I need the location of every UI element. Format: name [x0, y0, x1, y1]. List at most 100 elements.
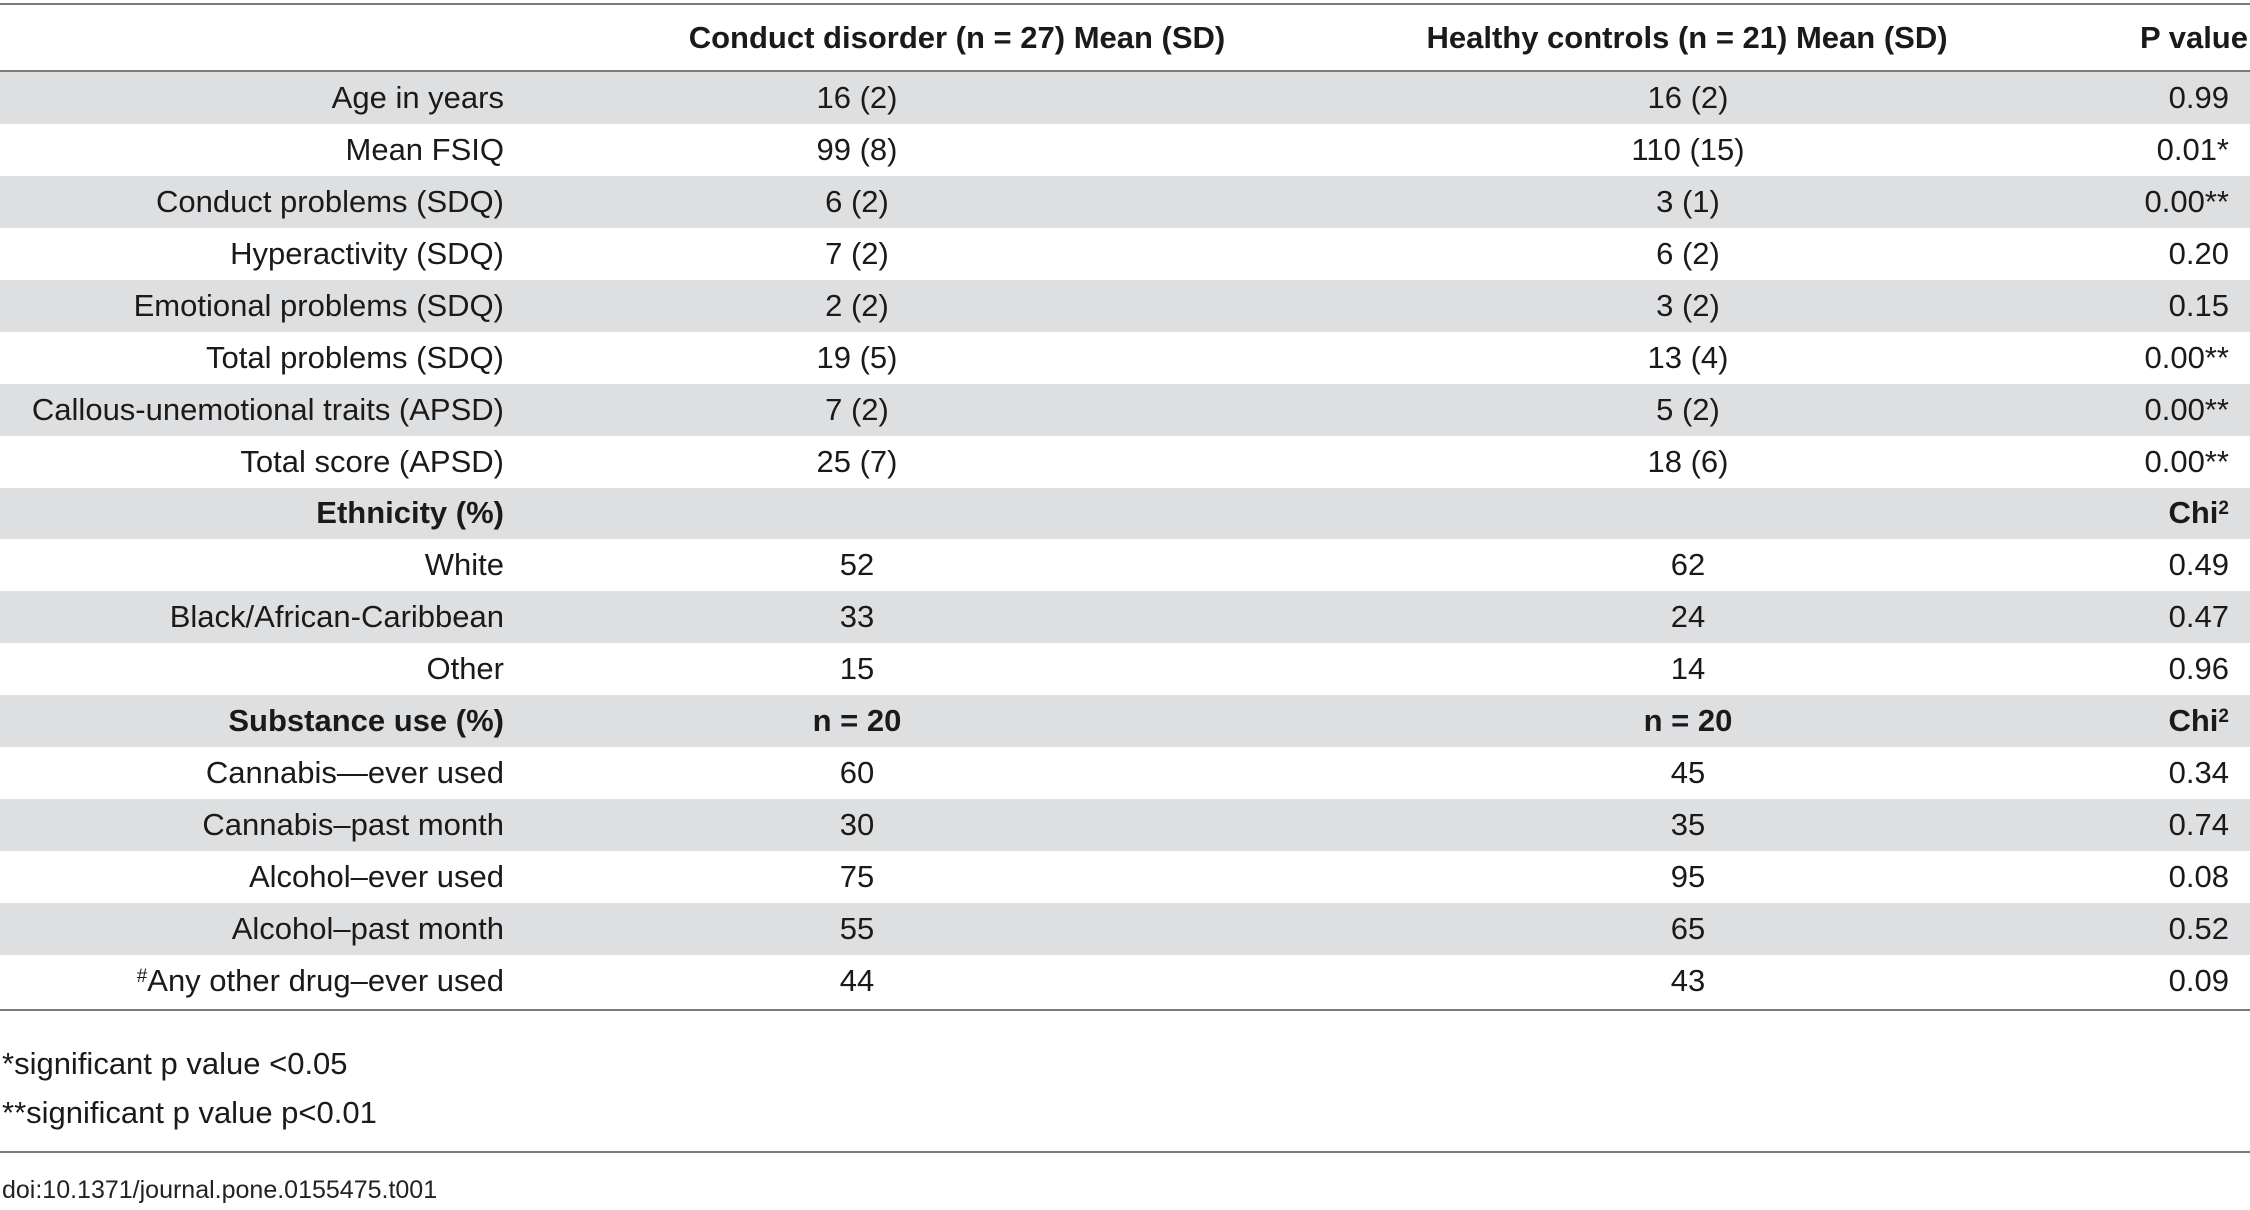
row-label: White — [425, 539, 504, 591]
cell-healthy-controls: 110 (15) — [1631, 131, 1745, 167]
cell-p-value: 0.52 — [2169, 903, 2229, 955]
cell-p-value: 0.99 — [2169, 72, 2229, 124]
row-label-text: Alcohol–past month — [231, 910, 504, 946]
cell-healthy-controls: 6 (2) — [1656, 235, 1720, 271]
cell-conduct-disorder: 75 — [839, 859, 875, 895]
cell-p-value: 0.49 — [2169, 539, 2229, 591]
row-label-text: Any other drug–ever used — [147, 962, 504, 998]
row-label: Cannabis—ever used — [206, 747, 504, 799]
row-label: Alcohol–ever used — [249, 851, 504, 903]
cell-p-value: 0.20 — [2169, 228, 2229, 280]
cell-healthy-controls: 62 — [1670, 547, 1706, 583]
table-row: Conduct problems (SDQ) 6 (2) 3 (1) 0.00** — [0, 175, 2250, 228]
cell-p-value: 0.00** — [2145, 384, 2229, 436]
row-label: Other — [426, 643, 504, 695]
cell-conduct-disorder: 25 (7) — [816, 443, 898, 479]
table-top-rule — [0, 3, 2250, 5]
table-row: White 52 62 0.49 — [0, 539, 2250, 591]
row-label-text: Cannabis–past month — [202, 807, 504, 843]
p-value-text: 0.00** — [2144, 339, 2229, 375]
row-label: Conduct problems (SDQ) — [156, 176, 504, 228]
cell-p-value: 0.74 — [2169, 799, 2229, 851]
cell-conduct-disorder: 55 — [839, 910, 875, 946]
p-value-text: Chi — [2168, 495, 2219, 531]
cell-conduct-disorder: 52 — [839, 547, 875, 583]
row-label-text: Total problems (SDQ) — [205, 339, 504, 375]
cell-conduct-disorder: 44 — [839, 962, 875, 998]
row-label: Total problems (SDQ) — [206, 332, 504, 384]
row-label-text: Emotional problems (SDQ) — [133, 287, 504, 323]
header-p-value: P value — [2139, 19, 2248, 55]
p-value-text: 0.08 — [2168, 859, 2229, 895]
cell-healthy-controls: 13 (4) — [1647, 339, 1729, 375]
cell-healthy-controls: n = 20 — [1643, 703, 1733, 739]
cell-conduct-disorder: n = 20 — [812, 703, 902, 739]
cell-p-value: 0.47 — [2169, 591, 2229, 643]
row-label-text: Black/African-Caribbean — [169, 599, 504, 635]
table-row: Alcohol–ever used 75 95 0.08 — [0, 851, 2250, 903]
cell-p-value: 0.09 — [2169, 955, 2229, 1007]
p-value-text: 0.99 — [2168, 79, 2229, 115]
p-value-text: 0.49 — [2168, 547, 2229, 583]
cell-p-value: 0.15 — [2169, 280, 2229, 332]
cell-healthy-controls — [1588, 488, 1788, 540]
doi-text: doi:10.1371/journal.pone.0155475.t001 — [2, 1176, 438, 1204]
cell-healthy-controls: 95 — [1670, 859, 1706, 895]
footnote-significant-001: **significant p value p<0.01 — [2, 1095, 377, 1130]
cell-healthy-controls: 35 — [1670, 807, 1706, 843]
row-label-text: Callous-unemotional traits (APSD) — [31, 391, 504, 427]
table-row: Hyperactivity (SDQ) 7 (2) 6 (2) 0.20 — [0, 228, 2250, 280]
p-value-text: 0.09 — [2168, 962, 2229, 998]
row-label: Hyperactivity (SDQ) — [230, 228, 504, 280]
table-row: Callous-unemotional traits (APSD) 7 (2) 5 … — [0, 383, 2250, 436]
cell-conduct-disorder: 33 — [839, 599, 875, 635]
p-value-text: 0.00** — [2144, 391, 2229, 427]
cell-p-value: 0.08 — [2169, 851, 2229, 903]
row-label-text: Cannabis—ever used — [205, 755, 504, 791]
cell-p-value: 0.00** — [2145, 176, 2229, 228]
p-value-superscript: 2 — [2218, 706, 2229, 728]
table-row: Total problems (SDQ) 19 (5) 13 (4) 0.00** — [0, 332, 2250, 384]
cell-conduct-disorder: 7 (2) — [825, 235, 889, 271]
cell-p-value: Chi 2 — [2168, 488, 2229, 540]
row-label: Total score (APSD) — [240, 436, 504, 488]
table-body: Age in years 16 (2) 16 (2) 0.99 Mean FSIQ 99 … — [0, 72, 2250, 1007]
table-row: Mean FSIQ 99 (8) 110 (15) 0.01* — [0, 124, 2250, 176]
cell-conduct-disorder: 19 (5) — [816, 339, 898, 375]
table-row: Black/African-Caribbean 33 24 0.47 — [0, 591, 2250, 644]
row-label: # Any other drug–ever used — [137, 955, 504, 1007]
row-label-text: Ethnicity (%) — [316, 495, 504, 531]
cell-healthy-controls: 3 (2) — [1656, 287, 1720, 323]
table-row: # Any other drug–ever used 44 43 0.09 — [0, 955, 2250, 1007]
row-label-text: Total score (APSD) — [240, 443, 504, 479]
table-row: Emotional problems (SDQ) 2 (2) 3 (2) 0.15 — [0, 279, 2250, 332]
cell-p-value: 0.00** — [2145, 332, 2229, 384]
header-conduct-disorder: Conduct disorder (n = 27) Mean (SD) — [688, 19, 1226, 55]
table-bottom-rule — [0, 1009, 2250, 1011]
cell-conduct-disorder — [757, 488, 957, 540]
cell-healthy-controls: 24 — [1670, 599, 1706, 635]
table-row: Ethnicity (%) Chi 2 — [0, 487, 2250, 540]
row-label-text: Substance use (%) — [228, 703, 504, 739]
row-label: Age in years — [332, 72, 504, 124]
row-label-text: White — [424, 547, 504, 583]
row-label: Cannabis–past month — [202, 799, 504, 851]
table-row: Substance use (%) n = 20 n = 20 Chi 2 — [0, 695, 2250, 748]
footnote-significant-005: *significant p value <0.05 — [2, 1046, 348, 1081]
cell-conduct-disorder: 60 — [839, 755, 875, 791]
p-value-text: 0.01* — [2156, 131, 2229, 167]
cell-healthy-controls: 43 — [1670, 962, 1706, 998]
p-value-text: 0.96 — [2168, 651, 2229, 687]
row-label-text: Conduct problems (SDQ) — [155, 183, 504, 219]
cell-p-value: 0.96 — [2169, 643, 2229, 695]
row-label-text: Age in years — [331, 79, 504, 115]
label-superscript: # — [136, 965, 148, 987]
row-label: Callous-unemotional traits (APSD) — [32, 384, 504, 436]
p-value-text: 0.00** — [2144, 443, 2229, 479]
cell-conduct-disorder: 6 (2) — [825, 183, 889, 219]
header-healthy-controls: Healthy controls (n = 21) Mean (SD) — [1426, 19, 1948, 55]
p-value-text: 0.15 — [2168, 287, 2229, 323]
row-label: Mean FSIQ — [346, 124, 505, 176]
cell-p-value: 0.00** — [2145, 436, 2229, 488]
row-label: Substance use (%) — [228, 695, 504, 747]
